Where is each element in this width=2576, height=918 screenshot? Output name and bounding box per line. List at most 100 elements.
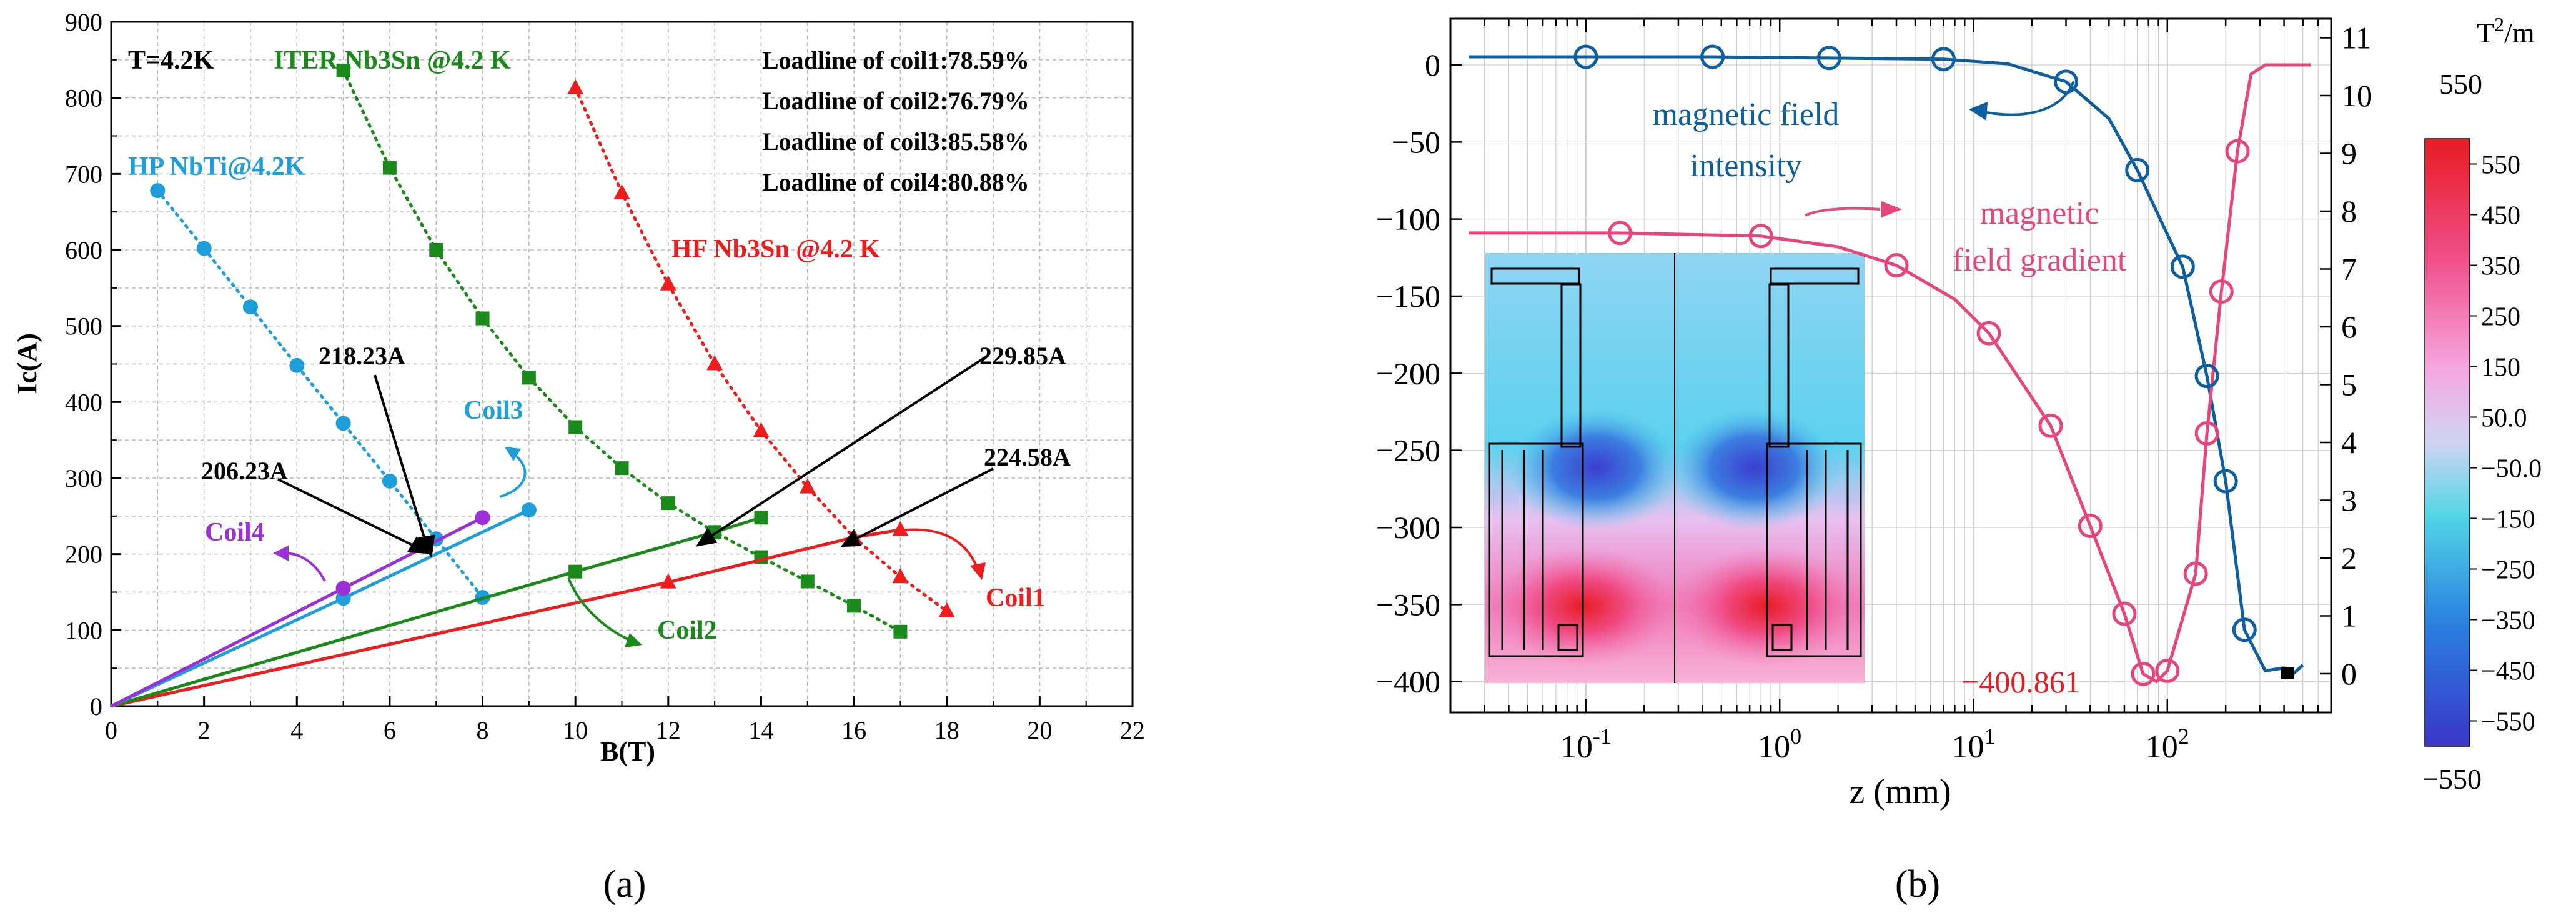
critical-point — [847, 599, 861, 613]
y-tick-label: 100 — [65, 616, 102, 644]
inset-coil-right-lower-frame — [1766, 442, 1862, 657]
right-tick-label: 5 — [2341, 367, 2357, 402]
panel-a-caption: (a) — [603, 863, 646, 906]
series-marker — [1748, 224, 1773, 249]
critical-point — [522, 371, 536, 385]
x-tick-label: 18 — [934, 716, 959, 744]
y-tick-label: 800 — [65, 84, 102, 112]
critical-point — [382, 473, 397, 489]
inset-coil-left-top — [1490, 267, 1580, 285]
x-tick-label: 8 — [477, 716, 489, 744]
panel-b-series — [1469, 44, 2311, 686]
critical-point — [336, 63, 350, 77]
arrow-218-head — [416, 534, 435, 559]
series-marker — [2194, 364, 2219, 389]
left-tick-label: −300 — [1376, 510, 1440, 545]
x-tick-exponent: -1 — [1593, 724, 1612, 749]
series-marker — [2155, 658, 2180, 683]
colorbar-tick-label: 450 — [2481, 202, 2520, 231]
y-tick-label: 500 — [65, 312, 102, 341]
temperature-label: T=4.2K — [128, 46, 214, 75]
series-marker — [2232, 617, 2257, 642]
y-tick-label: 600 — [65, 236, 102, 264]
colorbar-tick-label: −450 — [2481, 657, 2535, 686]
arrow-229 — [706, 355, 988, 540]
coil1-label: Coil1 — [986, 584, 1046, 612]
colorbar-tick-label: −350 — [2481, 607, 2535, 636]
loadline-point — [892, 521, 909, 536]
x-tick-exponent: 2 — [2178, 724, 2189, 749]
x-axis-title-a: B(T) — [600, 736, 655, 767]
hp-series-label: HP NbTi@4.2K — [128, 152, 305, 181]
iter-series-label: ITER Nb3Sn @4.2 K — [274, 46, 511, 75]
series-marker — [1573, 44, 1598, 69]
series-marker — [2213, 469, 2238, 494]
colorbar-unit: T2/m — [2477, 13, 2535, 49]
colorbar-unit-exp: 2 — [2494, 13, 2504, 36]
critical-point — [893, 624, 908, 639]
y-tick-label: 200 — [65, 541, 102, 569]
colorbar-tick-label: −50.0 — [2481, 455, 2542, 484]
critical-point — [289, 357, 305, 373]
coil3-arrow — [499, 452, 527, 498]
right-tick-label: 4 — [2341, 425, 2357, 460]
series-marker — [2170, 254, 2195, 279]
colorbar-tick-label: 50.0 — [2481, 404, 2527, 433]
x-tick-label: 12 — [656, 716, 681, 744]
x-tick-label: 102 — [2146, 724, 2189, 765]
critical-point — [475, 311, 490, 326]
x-tick-label: 4 — [290, 716, 303, 744]
x-tick-label: 101 — [1951, 724, 1995, 765]
panel-b-frame — [1449, 17, 2332, 714]
x-tick-label: 100 — [1758, 724, 1801, 765]
series-marker — [1884, 253, 1909, 278]
gradient-label-line2: field gradient — [1953, 242, 2127, 278]
critical-point — [660, 275, 676, 291]
left-tick-label: 0 — [1425, 47, 1440, 82]
critical-point — [242, 299, 258, 315]
loadline-coil1-text: Loadline of coil1:78.59% — [762, 46, 1029, 74]
right-tick-label: 11 — [2341, 21, 2371, 56]
left-tick-label: −350 — [1376, 587, 1440, 622]
critical-point — [800, 574, 815, 589]
critical-curve-0 — [156, 189, 485, 599]
left-tick-label: −100 — [1376, 202, 1440, 237]
panel-b: 10-1 100 101 1020−50−100−150−200−250−300−35… — [1376, 13, 2542, 906]
hf-series-label: HF Nb3Sn @4.2 K — [671, 235, 880, 264]
loadline-point — [521, 502, 537, 518]
right-tick-label: 9 — [2341, 136, 2357, 171]
arrow-229-head — [695, 527, 718, 547]
gradient-curve — [1469, 63, 2311, 684]
left-tick-label: −200 — [1376, 356, 1440, 391]
series-marker — [2183, 561, 2208, 586]
end-marker — [2281, 667, 2294, 679]
arrow-206 — [277, 478, 418, 549]
coil1-arrow-head — [970, 562, 986, 580]
colorbar-ticks: 550 450 350 250 150 50.0 −50.0 −150 −250 −350 −450… — [2470, 151, 2542, 737]
y-tick-label: 700 — [65, 160, 102, 188]
min-value-label: −400.861 — [1961, 664, 2081, 699]
colorbar-unit-base: T — [2477, 17, 2494, 49]
critical-point — [938, 602, 955, 617]
intensity-label-line1: magnetic field — [1653, 97, 1840, 132]
intensity-arrow — [1986, 81, 2075, 116]
inset-coil-left-lower-frame — [1488, 442, 1584, 657]
series-marker — [2078, 514, 2103, 539]
critical-point — [613, 184, 630, 199]
x-tick-label: 2 — [198, 716, 211, 744]
x-tick-exponent: 0 — [1790, 724, 1801, 749]
colorbar-tick-label: 550 — [2481, 151, 2520, 180]
inset-coil-right-top — [1770, 267, 1860, 285]
loadline-coil1 — [111, 528, 901, 708]
right-tick-label: 1 — [2341, 599, 2357, 634]
panel-a-ticks: 0 2 4 6 8 10 12 14 16 18 20 22 0 100 200 300 400 500 600 70… — [65, 8, 1145, 744]
arrow-224 — [852, 467, 994, 542]
x-axis-title-b: z (mm) — [1849, 772, 1951, 811]
coil4-arrow-head — [273, 546, 289, 561]
critical-point — [661, 496, 675, 511]
left-tick-label: −150 — [1376, 279, 1440, 314]
x-tick-label: 20 — [1027, 716, 1052, 744]
loadline-coil3-text: Loadline of coil3:85.58% — [762, 127, 1029, 156]
right-tick-label: 6 — [2341, 309, 2357, 344]
